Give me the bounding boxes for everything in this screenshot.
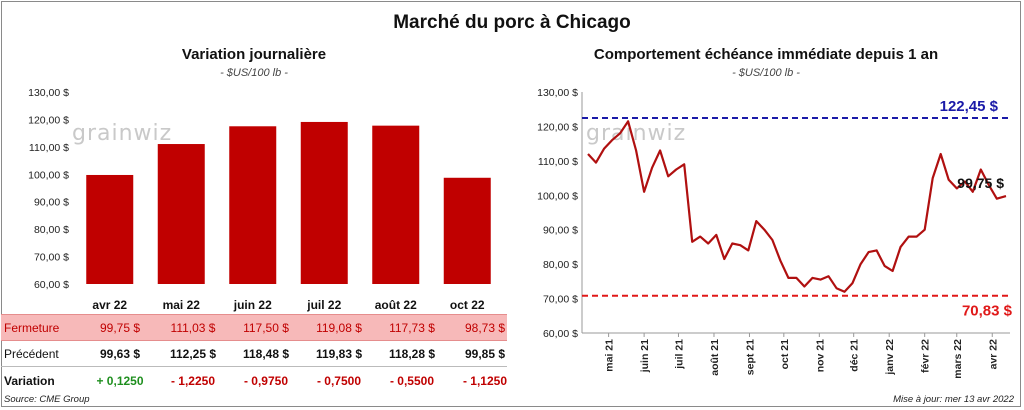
close-cell-2: 111,03 $ — [170, 321, 216, 335]
prev-cell-6: 99,85 $ — [464, 347, 506, 361]
var-cell-1: + 0,1250 — [96, 374, 144, 388]
bar-y-tick-label: 100,00 $ — [28, 169, 69, 181]
bar-2 — [157, 144, 205, 284]
var-cell-3: - 0,9750 — [243, 374, 289, 388]
table-row-close: Fermeture 99,75 $ 111,03 $ 117,50 $ 119,… — [1, 314, 507, 341]
var-cell-2: - 1,2250 — [170, 374, 216, 388]
line-chart-title: Comportement échéance immédiate depuis 1… — [593, 46, 939, 63]
line-y-tick-label: 70,00 $ — [543, 294, 578, 306]
prev-cell-3: 118,48 $ — [242, 347, 290, 361]
line-x-tick-label: févr 22 — [920, 339, 932, 373]
watermark-logo: grainwiz — [72, 121, 172, 146]
source-note: Source: CME Group — [4, 394, 90, 405]
line-y-tick-label: 130,00 $ — [537, 87, 578, 99]
high-annotation: 122,45 $ — [940, 98, 999, 115]
line-x-tick-label: juin 21 — [639, 339, 651, 373]
bar-1 — [86, 174, 134, 284]
line-y-tick-label: 120,00 $ — [537, 121, 578, 133]
line-x-tick-label: déc 21 — [849, 339, 861, 372]
line-chart-subtitle: - $US/100 lb - — [732, 67, 800, 79]
bar-y-tick-label: 60,00 $ — [34, 279, 69, 291]
bar-y-tick-label: 120,00 $ — [28, 114, 69, 126]
line-x-tick-label: sept 21 — [744, 339, 756, 375]
bar-3 — [229, 126, 277, 285]
bar-y-tick-label: 70,00 $ — [34, 252, 69, 264]
close-cell-4: 119,08 $ — [316, 321, 362, 335]
bar-4 — [300, 121, 348, 285]
bar-x-category-label: juin 22 — [233, 298, 272, 312]
close-cell-1: 99,75 $ — [99, 321, 141, 335]
last-value-annotation: 99,75 $ — [957, 175, 1004, 191]
line-x-tick-label: nov 21 — [814, 339, 826, 372]
low-annotation: 70,83 $ — [962, 303, 1013, 320]
bar-6 — [443, 177, 491, 284]
bar-y-tick-label: 80,00 $ — [34, 224, 69, 236]
line-x-tick-label: mai 21 — [604, 339, 616, 372]
line-x-tick-label: mars 22 — [952, 339, 964, 379]
prev-cell-1: 99,63 $ — [99, 347, 141, 361]
line-y-tick-label: 90,00 $ — [543, 225, 578, 237]
main-title: Marché du porc à Chicago — [393, 12, 631, 33]
bar-x-category-label: avr 22 — [92, 298, 127, 312]
row-label-variation: Variation — [4, 374, 55, 388]
bar-y-tick-label: 90,00 $ — [34, 197, 69, 209]
bar-chart-subtitle: - $US/100 lb - — [220, 67, 288, 79]
close-cell-3: 117,50 $ — [243, 321, 289, 335]
line-x-tick-label: août 21 — [709, 339, 721, 376]
bar-5 — [372, 125, 420, 285]
bar-x-category-label: oct 22 — [450, 298, 485, 312]
line-x-tick-label: janv 22 — [884, 339, 896, 376]
watermark-logo: grainwiz — [586, 121, 686, 146]
update-note: Mise à jour: mer 13 avr 2022 — [893, 394, 1014, 405]
bar-chart-title: Variation journalière — [181, 46, 327, 63]
row-label-previous: Précédent — [4, 347, 59, 361]
line-x-tick-label: oct 21 — [779, 339, 791, 370]
bar-y-tick-label: 110,00 $ — [29, 142, 69, 154]
close-cell-6: 98,73 $ — [464, 321, 506, 335]
var-cell-4: - 0,7500 — [316, 374, 362, 388]
table-row-previous: Précédent 99,63 $ 112,25 $ 118,48 $ 119,… — [1, 341, 507, 367]
table-row-variation: Variation + 0,1250 - 1,2250 - 0,9750 - 0… — [1, 368, 507, 393]
bar-x-category-label: mai 22 — [163, 298, 201, 312]
prev-cell-4: 119,83 $ — [315, 347, 363, 361]
line-y-tick-label: 80,00 $ — [543, 259, 578, 271]
price-series-line — [587, 120, 1007, 293]
line-x-tick-label: avr 22 — [987, 339, 999, 370]
var-cell-5: - 0,5500 — [389, 374, 435, 388]
prev-cell-2: 112,25 $ — [169, 347, 217, 361]
line-y-tick-label: 100,00 $ — [537, 190, 578, 202]
var-cell-6: - 1,1250 — [462, 374, 508, 388]
line-y-tick-label: 110,00 $ — [538, 156, 578, 168]
line-y-tick-label: 60,00 $ — [543, 328, 578, 340]
close-cell-5: 117,73 $ — [389, 321, 435, 335]
line-x-tick-label: juil 21 — [673, 339, 685, 370]
prev-cell-5: 118,28 $ — [388, 347, 436, 361]
bar-x-category-label: août 22 — [375, 298, 417, 312]
bar-x-category-label: juil 22 — [306, 298, 341, 312]
bar-y-tick-label: 130,00 $ — [28, 87, 69, 99]
row-label-close: Fermeture — [4, 321, 60, 335]
